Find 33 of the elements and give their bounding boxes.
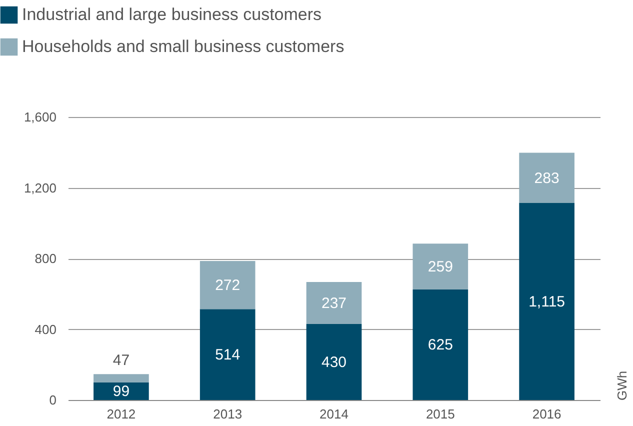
bar <box>94 374 149 382</box>
x-tick-label: 2013 <box>213 406 242 422</box>
data-label: 47 <box>112 352 130 370</box>
legend-label: Households and small business customers <box>22 37 344 56</box>
data-label: 259 <box>428 258 453 276</box>
bar <box>412 289 468 400</box>
bar <box>200 309 256 400</box>
bar <box>519 152 574 203</box>
legend-label: Industrial and large business customers <box>22 5 322 24</box>
data-label: 237 <box>321 294 347 312</box>
x-tick-label: 2014 <box>320 406 348 422</box>
data-label: 283 <box>534 170 560 187</box>
bar <box>306 282 362 324</box>
x-tick-label: 2015 <box>426 406 455 422</box>
y-tick-label: 1,200 <box>24 180 56 196</box>
x-tick-label: 2012 <box>106 406 136 422</box>
x-tick-label: 2016 <box>532 406 562 422</box>
bar <box>306 324 362 400</box>
bar <box>94 382 149 400</box>
bar <box>200 260 256 310</box>
y-tick-label: 400 <box>34 322 56 337</box>
data-label: 430 <box>321 354 347 371</box>
y-axis-title: GWh <box>614 370 630 400</box>
data-label: 99 <box>112 383 130 400</box>
data-label: 272 <box>215 277 240 294</box>
data-label: 625 <box>428 336 453 354</box>
data-label: 514 <box>215 346 240 364</box>
bar <box>519 202 574 400</box>
data-label: 1,115 <box>528 293 566 310</box>
bar <box>412 244 468 290</box>
y-tick-label: 800 <box>34 251 56 266</box>
y-tick-label: 1,600 <box>24 110 56 124</box>
y-tick-label: 0 <box>49 392 56 408</box>
